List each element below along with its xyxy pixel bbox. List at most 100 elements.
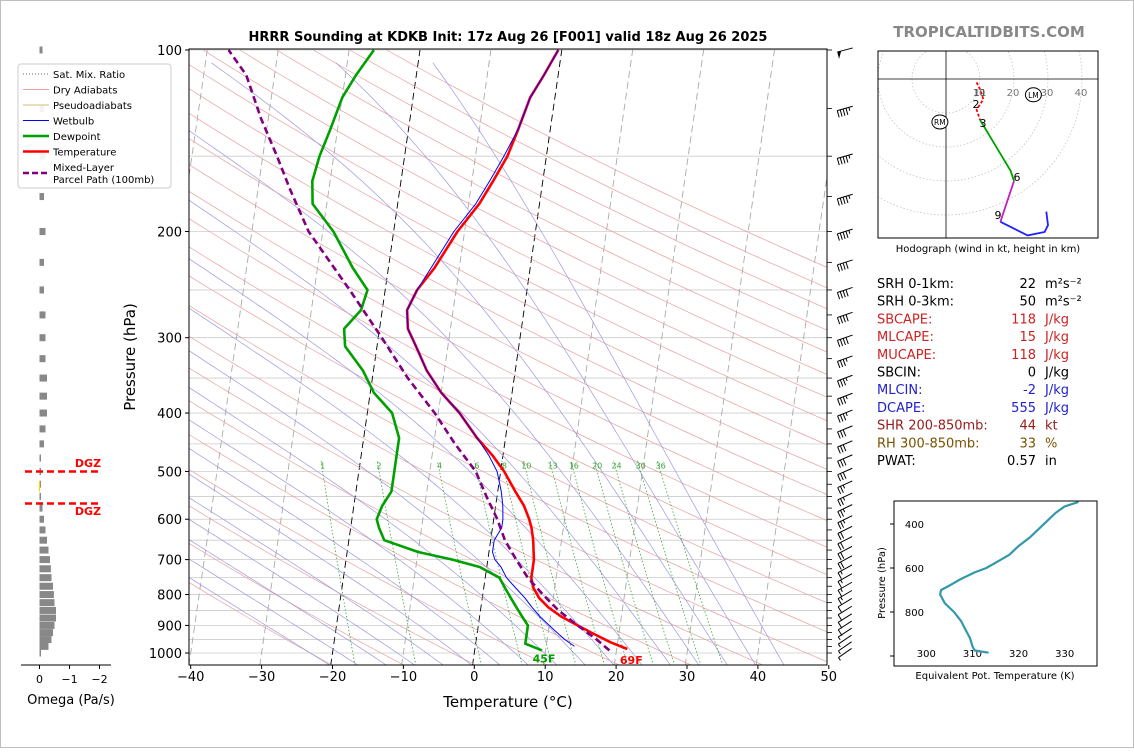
y-tick-label: 800 — [157, 589, 182, 604]
barb-feather — [846, 315, 848, 322]
mixing-ratio-label: 2 — [377, 461, 382, 470]
wind-barb — [837, 48, 852, 59]
moist-adiabat-line — [211, 63, 727, 666]
mixing-ratio-label: 24 — [611, 461, 621, 470]
y-tick-label: 200 — [157, 226, 182, 241]
barb-feather — [838, 475, 841, 481]
omega-bar — [40, 629, 54, 636]
barb-feather — [838, 534, 841, 540]
barb-feather — [843, 157, 845, 164]
barb-feather — [838, 563, 841, 569]
barb-feather — [838, 461, 841, 467]
barb-feather — [843, 263, 845, 270]
dry-adiabat-line — [277, 50, 1134, 666]
hodograph-height-label: 9 — [995, 209, 1002, 222]
legend-entry-line: Dewpoint — [53, 132, 101, 143]
barb-feather — [841, 562, 844, 568]
barb-half-feather — [849, 155, 850, 158]
mixing-ratio-line — [571, 461, 628, 666]
wind-barb — [837, 229, 852, 240]
index-value: 555 — [1011, 401, 1036, 416]
y-tick-label: 900 — [157, 619, 182, 634]
barb-feather — [846, 156, 848, 163]
barb-shaft — [838, 426, 853, 432]
barb-feather — [838, 590, 842, 596]
watermark: TROPICALTIDBITS.COM — [893, 23, 1085, 41]
mixing-ratio-label: 36 — [656, 461, 666, 470]
wind-barb — [838, 481, 853, 494]
barb-feather — [846, 108, 848, 115]
barb-feather — [837, 340, 839, 347]
barb-feather — [843, 459, 846, 465]
barb-shaft — [838, 493, 853, 500]
barb-feather — [843, 291, 845, 298]
index-label: RH 300-850mb: — [877, 436, 980, 451]
wind-barb — [838, 648, 851, 660]
theta-e-y-tick-label: 800 — [905, 608, 924, 619]
legend-entry-label: Pseudoadiabats — [53, 101, 132, 112]
barb-shaft — [838, 565, 852, 573]
hodograph-ring-label: 20 — [1007, 88, 1020, 99]
mixing-ratio-label: 4 — [437, 461, 442, 470]
barb-feather — [837, 292, 839, 299]
theta-e-x-tick-label: 300 — [917, 649, 936, 660]
omega-bar — [40, 228, 46, 235]
legend-entry-label: Temperature — [52, 148, 116, 159]
isotherm-line — [402, 50, 491, 666]
barb-feather — [840, 486, 843, 492]
barb-feather — [838, 381, 840, 388]
hodograph-trace — [1000, 181, 1014, 222]
barb-feather — [840, 398, 843, 405]
index-label: SHR 200-850mb: — [877, 419, 988, 434]
skewt-x-axis-label: Temperature (°C) — [442, 693, 572, 711]
barb-feather — [838, 622, 842, 628]
wind-barb — [838, 493, 853, 506]
barb-half-feather — [843, 520, 845, 523]
barb-shaft — [837, 287, 852, 292]
dry-adiabat-line — [130, 50, 1134, 666]
isotherm-line — [756, 50, 845, 666]
barb-feather — [837, 318, 839, 325]
barb-shaft — [837, 154, 852, 158]
dewpoint-line — [312, 50, 542, 650]
mixing-ratio-label: 1 — [320, 461, 325, 470]
barb-shaft — [837, 106, 852, 110]
omega-bar — [40, 607, 57, 614]
barb-shaft — [838, 441, 853, 447]
barb-half-feather — [843, 509, 845, 512]
theta-e-x-tick-label: 330 — [1055, 649, 1074, 660]
omega-bar — [40, 286, 45, 293]
barb-half-feather — [841, 589, 843, 592]
mixing-ratio-label: 6 — [474, 461, 479, 470]
barb-half-feather — [841, 597, 843, 600]
theta-e-y-axis-label: Pressure (hPa) — [877, 547, 888, 619]
wind-barb — [838, 410, 853, 422]
index-unit: J/kg — [1044, 401, 1069, 416]
mixing-ratio-line — [377, 461, 416, 666]
legend-entry-label: Dewpoint — [53, 132, 101, 143]
omega-bar — [40, 537, 48, 544]
barb-feather — [843, 397, 846, 404]
omega-bar — [40, 599, 55, 606]
barb-feather — [843, 109, 845, 116]
omega-bar — [40, 547, 49, 554]
barb-feather — [843, 197, 845, 204]
barb-feather — [843, 338, 845, 345]
barb-shaft — [837, 312, 852, 317]
index-value: 0 — [1028, 366, 1036, 381]
barb-feather — [840, 198, 842, 205]
mixing-ratio-label: 13 — [547, 461, 557, 470]
barb-feather — [840, 110, 842, 117]
barb-feather — [840, 460, 843, 466]
omega-bar — [40, 650, 42, 657]
y-tick-label: 1000 — [149, 647, 182, 662]
wind-barb — [838, 441, 853, 454]
omega-bar — [40, 455, 42, 462]
barb-feather — [838, 523, 841, 529]
barb-shaft — [837, 260, 852, 265]
omega-bar — [40, 375, 48, 382]
wind-barb — [837, 106, 852, 117]
barb-feather — [838, 615, 842, 621]
barb-feather — [840, 446, 843, 452]
